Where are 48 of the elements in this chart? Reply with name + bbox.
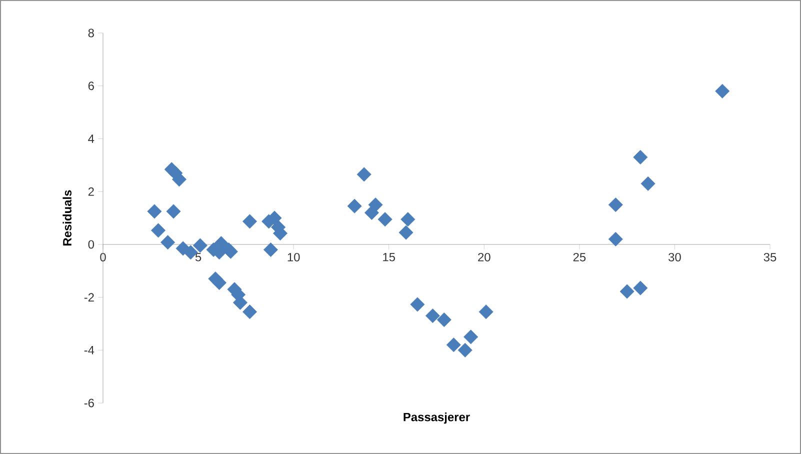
point [192, 238, 208, 253]
x-tick-label: 10 [288, 252, 300, 262]
point [608, 232, 623, 246]
x-tick-label: 20 [478, 252, 490, 262]
point [715, 84, 730, 98]
point [160, 235, 176, 250]
point [436, 312, 452, 328]
point [425, 308, 440, 324]
x-axis-title: Passasjerer [404, 412, 470, 424]
point [633, 280, 648, 296]
point [347, 198, 362, 214]
point [398, 225, 414, 240]
point [378, 212, 392, 227]
point [620, 284, 634, 299]
y-axis-title: Residuals [62, 190, 72, 246]
x-tick-label: 25 [573, 252, 586, 262]
point [166, 204, 181, 219]
point [172, 172, 186, 187]
x-tick-label: 5 [195, 252, 202, 262]
point [400, 212, 416, 227]
y-tick-label: 8 [88, 28, 94, 38]
x-tick-label: 15 [383, 252, 395, 262]
point [478, 304, 494, 320]
x-tick-label: 35 [764, 252, 776, 262]
point [212, 275, 227, 290]
y-tick-label: -6 [84, 398, 94, 408]
point [410, 297, 425, 312]
y-tick-label: -4 [84, 346, 94, 354]
y-tick-label: 2 [88, 187, 94, 196]
point [633, 150, 648, 164]
y-tick-label: 0 [88, 240, 94, 249]
point [464, 330, 478, 344]
y-tick-label: -2 [84, 293, 94, 302]
x-tick-label: 0 [100, 252, 106, 262]
y-tick-label: 4 [88, 134, 94, 143]
point [242, 214, 258, 229]
point [150, 223, 166, 238]
point [368, 198, 383, 212]
y-tick-label: 6 [88, 82, 94, 90]
point [356, 167, 372, 182]
point [263, 242, 278, 257]
point [640, 176, 656, 191]
point [458, 342, 472, 358]
point [242, 304, 258, 320]
point [446, 338, 461, 352]
point [608, 198, 623, 212]
x-tick-label: 30 [668, 252, 681, 262]
point [147, 204, 162, 219]
